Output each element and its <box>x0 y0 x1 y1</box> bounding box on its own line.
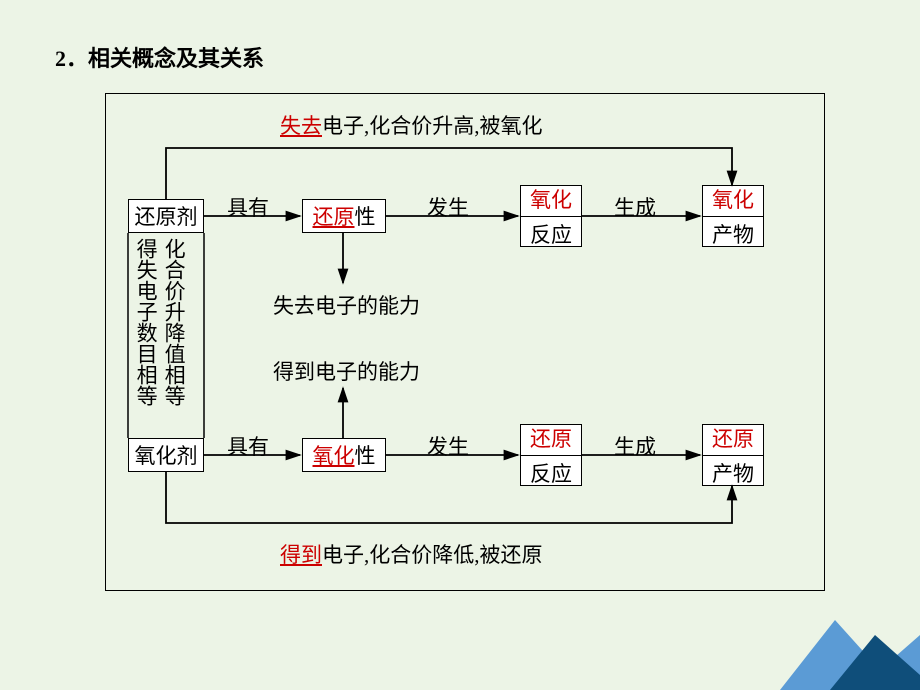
oxidizer-text: 氧化剂 <box>135 440 198 470</box>
redprod-bottom: 产物 <box>712 456 754 488</box>
lbl-happens1: 发生 <box>427 192 469 222</box>
reducing-red: 还原 <box>313 205 355 229</box>
oxrxn-top: 氧化 <box>521 184 581 217</box>
box-oxidizer: 氧化剂 <box>128 438 204 472</box>
box-reduction-prod: 还原 产物 <box>702 424 764 486</box>
oxidizing-black: 性 <box>355 444 376 468</box>
lbl-has2: 具有 <box>227 431 269 461</box>
lbl-produces1: 生成 <box>614 192 656 222</box>
redrxn-top: 还原 <box>521 423 581 456</box>
page-title: 2．相关概念及其关系 <box>55 41 264 73</box>
box-reducing-prop: 还原性 <box>302 199 386 233</box>
bottom-path-label: 得到电子,化合价降低,被还原 <box>280 539 543 569</box>
top-red: 失去 <box>280 114 322 138</box>
corner-decor-icon <box>760 580 920 690</box>
bottom-red: 得到 <box>280 543 322 567</box>
top-rest: 电子,化合价升高,被氧化 <box>322 114 543 138</box>
lbl-produces2: 生成 <box>614 431 656 461</box>
box-oxidation-rxn: 氧化 反应 <box>520 185 582 247</box>
lose-ability: 失去电子的能力 <box>273 290 420 320</box>
vtext-col2: 化合价升降值相等 <box>162 238 185 406</box>
reducing-black: 性 <box>355 205 376 229</box>
oxprod-bottom: 产物 <box>712 217 754 249</box>
gain-ability: 得到电子的能力 <box>273 356 420 386</box>
vtext-col1: 得失电子数目相等 <box>134 238 157 406</box>
oxprod-top: 氧化 <box>703 184 763 217</box>
box-reducer: 还原剂 <box>128 199 204 233</box>
reducer-text: 还原剂 <box>135 201 198 231</box>
lbl-happens2: 发生 <box>427 431 469 461</box>
redrxn-bottom: 反应 <box>530 456 572 488</box>
diagram-frame <box>105 93 825 591</box>
top-path-label: 失去电子,化合价升高,被氧化 <box>280 110 543 140</box>
lbl-has1: 具有 <box>227 192 269 222</box>
box-oxidizing-prop: 氧化性 <box>302 438 386 472</box>
redprod-top: 还原 <box>703 423 763 456</box>
box-oxidation-prod: 氧化 产物 <box>702 185 764 247</box>
bottom-rest: 电子,化合价降低,被还原 <box>322 543 543 567</box>
oxidizing-red: 氧化 <box>313 444 355 468</box>
oxrxn-bottom: 反应 <box>530 217 572 249</box>
box-reduction-rxn: 还原 反应 <box>520 424 582 486</box>
